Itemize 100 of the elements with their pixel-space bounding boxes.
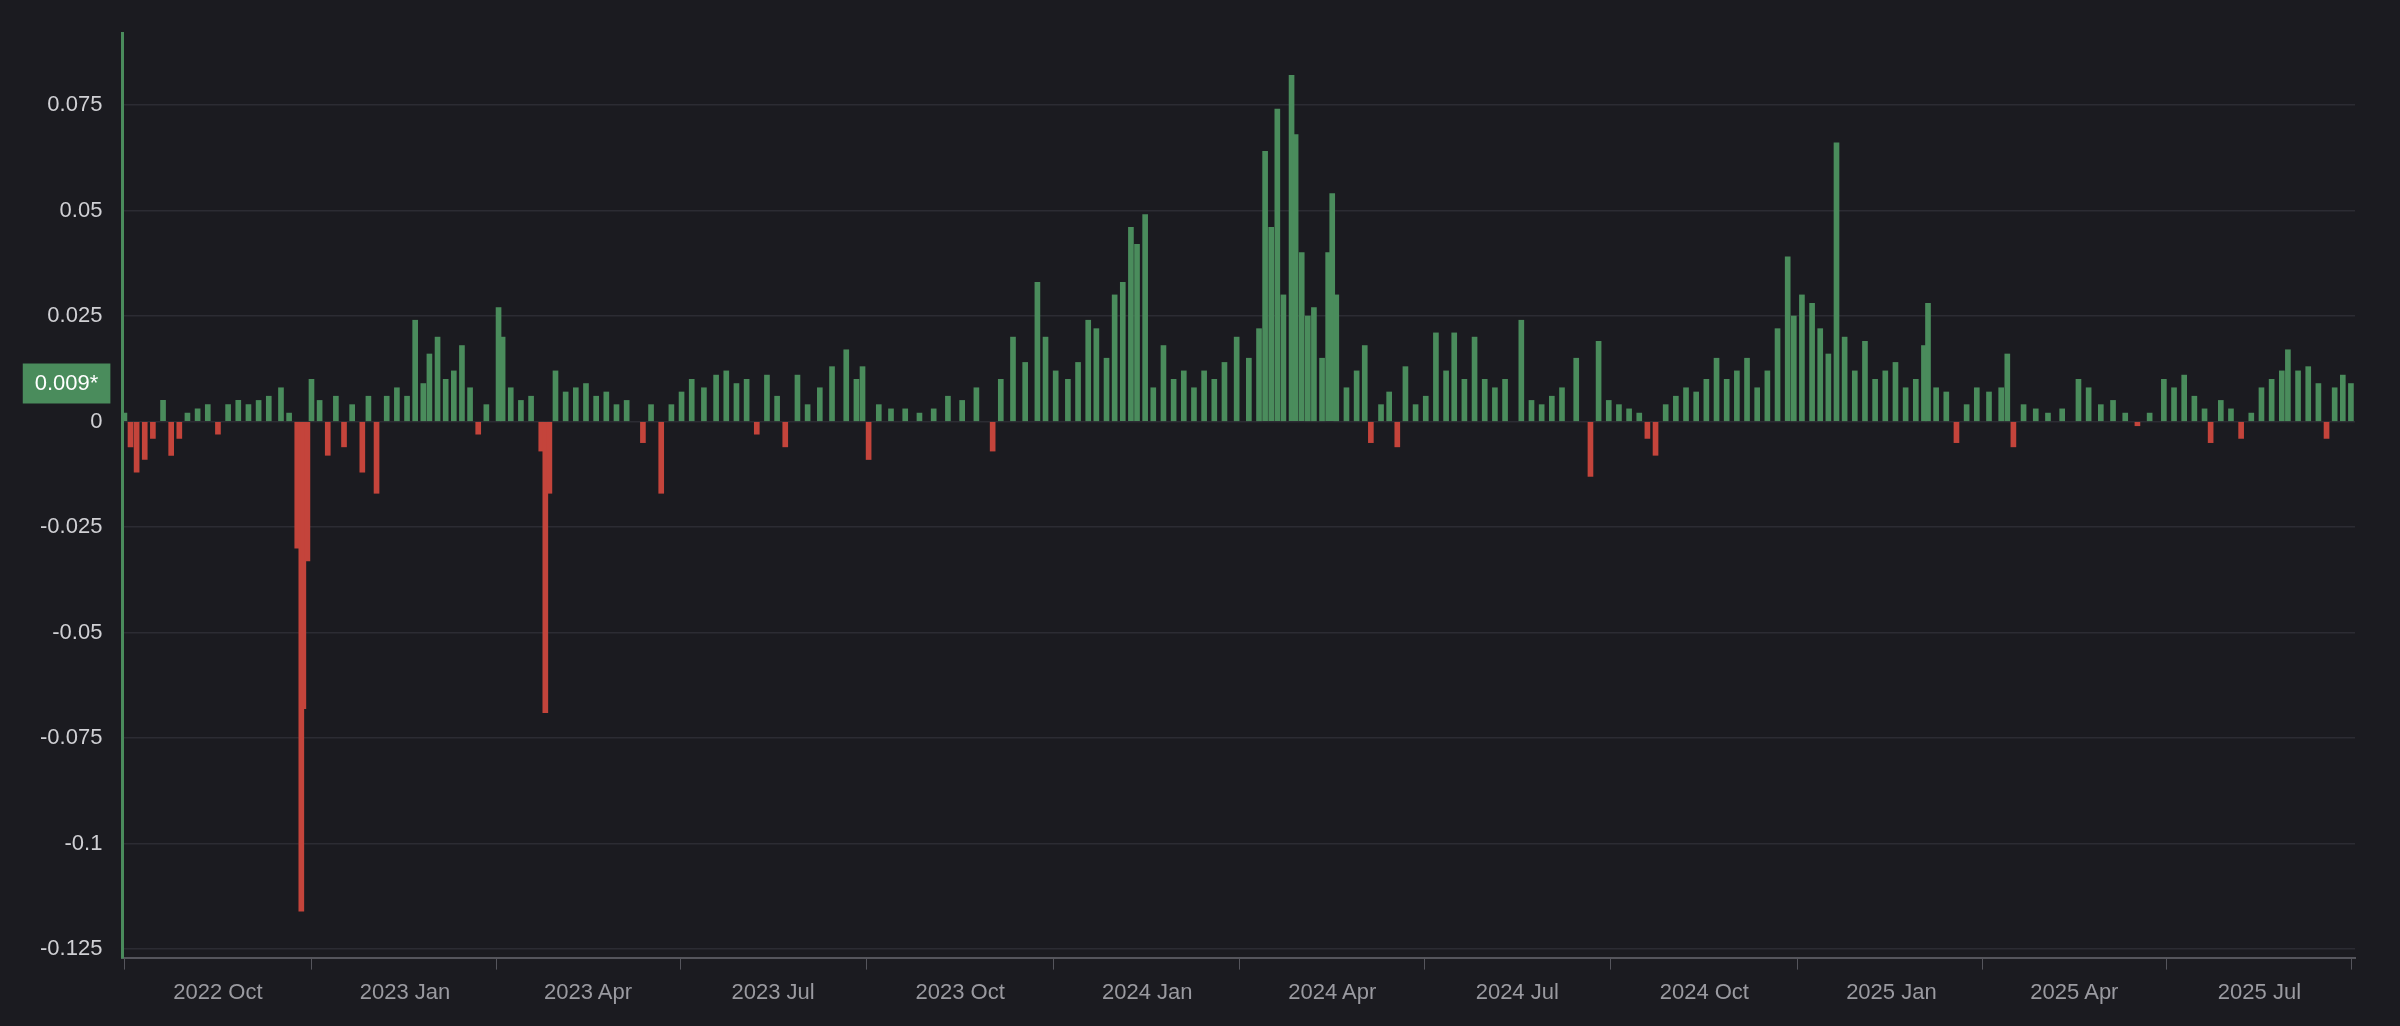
x-tick-label: 2023 Oct xyxy=(915,978,1005,1004)
bar xyxy=(2171,387,2177,422)
bar xyxy=(1433,332,1439,422)
bar xyxy=(333,395,339,422)
bar xyxy=(753,421,760,435)
bar xyxy=(701,387,707,422)
bar xyxy=(930,408,937,422)
bar xyxy=(1022,362,1029,422)
bar xyxy=(2295,370,2301,422)
bar xyxy=(2348,383,2354,422)
x-tick-label: 2023 Jul xyxy=(731,978,815,1004)
x-tick-label: 2024 Oct xyxy=(1659,978,1749,1004)
bar xyxy=(945,395,951,422)
bar xyxy=(394,387,400,422)
bar xyxy=(235,400,242,422)
bar xyxy=(1626,408,1632,422)
bar xyxy=(2110,400,2116,422)
bar xyxy=(1799,294,1805,422)
bar xyxy=(176,421,183,439)
bar xyxy=(1443,370,1449,422)
bar xyxy=(1809,303,1815,422)
x-tick-label: 2025 Apr xyxy=(2030,978,2119,1004)
bar xyxy=(450,370,457,422)
bar xyxy=(2098,404,2104,422)
bar xyxy=(1933,387,1939,422)
bar xyxy=(383,395,390,422)
bar xyxy=(902,408,909,422)
bar xyxy=(1636,412,1643,422)
bar xyxy=(1368,421,1374,443)
bar xyxy=(1502,378,1508,422)
bar xyxy=(2045,412,2051,422)
bar xyxy=(204,404,211,422)
y-tick-label: -0.125 xyxy=(39,935,103,961)
bar xyxy=(1673,395,1679,422)
bar xyxy=(1211,378,1218,422)
bar xyxy=(888,408,894,422)
x-tick-label: 2024 Apr xyxy=(1288,978,1377,1004)
y-tick-label: 0 xyxy=(90,407,103,433)
bar xyxy=(324,421,331,456)
bar xyxy=(1422,395,1429,422)
bar xyxy=(2217,400,2224,422)
bar xyxy=(764,374,770,422)
bar xyxy=(1191,387,1197,422)
bar xyxy=(528,395,534,422)
bar xyxy=(1361,345,1368,422)
bar xyxy=(1683,387,1689,422)
bar xyxy=(1065,378,1071,422)
bar xyxy=(997,378,1004,422)
bar xyxy=(1817,328,1824,422)
bar xyxy=(1451,332,1458,422)
bar xyxy=(1075,362,1081,422)
bar xyxy=(349,404,355,422)
y-tick-label: 0.025 xyxy=(47,302,103,328)
bar xyxy=(1723,378,1730,422)
bar xyxy=(1693,391,1700,422)
bar xyxy=(404,395,410,422)
bar xyxy=(1605,400,1612,422)
bar xyxy=(843,349,850,422)
bar xyxy=(1754,387,1761,422)
bar xyxy=(1943,391,1950,422)
bar xyxy=(1734,370,1740,422)
bar xyxy=(1549,395,1555,422)
bar xyxy=(475,421,482,435)
bar xyxy=(341,421,347,448)
bar xyxy=(648,404,654,422)
bar xyxy=(2228,408,2234,422)
bar xyxy=(688,378,695,422)
bar xyxy=(1744,357,1750,422)
bar xyxy=(875,404,882,422)
bar xyxy=(1872,378,1878,422)
x-tick-label: 2023 Apr xyxy=(543,978,633,1004)
bar xyxy=(1010,336,1016,422)
bar xyxy=(1518,319,1525,422)
bar xyxy=(1201,370,1207,422)
x-tick-label: 2024 Jan xyxy=(1101,978,1193,1004)
bar xyxy=(723,370,730,422)
bar xyxy=(1662,404,1669,422)
bar xyxy=(782,421,789,448)
bar xyxy=(1973,387,1980,422)
bar xyxy=(1986,391,1992,422)
bar xyxy=(1912,378,1919,422)
bar xyxy=(1616,404,1622,422)
bar xyxy=(572,387,579,422)
x-tick-label: 2024 Jul xyxy=(1475,978,1559,1004)
bar xyxy=(593,395,599,422)
bar xyxy=(1150,387,1157,422)
y-tick-label: 0.05 xyxy=(59,196,103,222)
bar xyxy=(1085,319,1092,422)
x-tick-label: 2025 Jul xyxy=(2217,978,2302,1004)
bar xyxy=(286,412,292,422)
bar xyxy=(542,421,549,714)
bar xyxy=(2339,374,2346,422)
bar xyxy=(1180,370,1187,422)
y-tick-label: -0.1 xyxy=(64,829,103,855)
x-tick-label: 2022 Oct xyxy=(173,978,263,1004)
bar xyxy=(1559,387,1565,422)
bar xyxy=(1573,357,1580,422)
bar xyxy=(518,400,524,422)
bar xyxy=(658,421,665,494)
bar xyxy=(1246,357,1252,422)
